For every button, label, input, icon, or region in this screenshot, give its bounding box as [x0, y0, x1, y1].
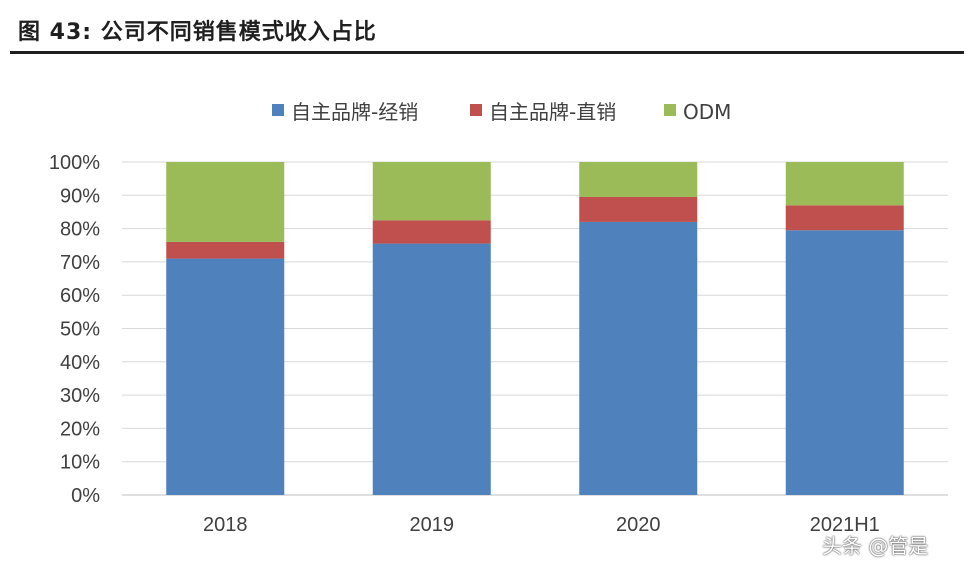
x-tick-labels: 2018 2019 2020 2021H1	[203, 514, 880, 536]
bar-segment	[579, 221, 698, 495]
legend-swatch	[664, 104, 676, 116]
legend-label: ODM	[683, 100, 731, 124]
y-tick-label: 80%	[60, 219, 100, 241]
x-tick-label: 2021H1	[810, 514, 880, 536]
legend-label: 自主品牌-直销	[489, 100, 616, 124]
y-tick-label: 10%	[60, 452, 100, 474]
y-tick-label: 30%	[60, 385, 100, 407]
y-tick-label: 40%	[60, 352, 100, 374]
bar-segment	[785, 205, 904, 231]
figure-title: 图 43: 公司不同销售模式收入占比	[18, 20, 377, 45]
y-tick-label: 70%	[60, 252, 100, 274]
y-tick-label: 0%	[71, 485, 100, 507]
y-tick-label: 100%	[49, 152, 100, 174]
bars	[166, 162, 904, 495]
y-tick-label: 50%	[60, 319, 100, 341]
watermark-text: 头条 @管是	[822, 534, 929, 558]
x-tick-label: 2019	[410, 514, 455, 536]
bar-segment	[372, 220, 491, 244]
y-tick-labels: 0% 10% 20% 30% 40% 50% 60% 70% 80% 90% 100%	[49, 152, 100, 507]
bar-segment	[166, 162, 285, 242]
legend-label: 自主品牌-经销	[291, 100, 418, 124]
x-tick-label: 2020	[616, 514, 661, 536]
legend-swatch	[470, 104, 482, 116]
y-tick-label: 20%	[60, 418, 100, 440]
bar-segment	[579, 196, 698, 222]
x-tick-label: 2018	[203, 514, 248, 536]
y-tick-label: 90%	[60, 185, 100, 207]
bar-segment	[785, 162, 904, 206]
legend: 自主品牌-经销 自主品牌-直销 ODM	[272, 100, 731, 124]
bar-segment	[785, 230, 904, 495]
bar-segment	[579, 162, 698, 197]
y-tick-label: 60%	[60, 285, 100, 307]
bar-segment	[372, 162, 491, 221]
bar-segment	[166, 258, 285, 495]
bar-segment	[166, 241, 285, 259]
bar-segment	[372, 243, 491, 495]
title-divider	[10, 51, 964, 54]
legend-swatch	[272, 104, 284, 116]
